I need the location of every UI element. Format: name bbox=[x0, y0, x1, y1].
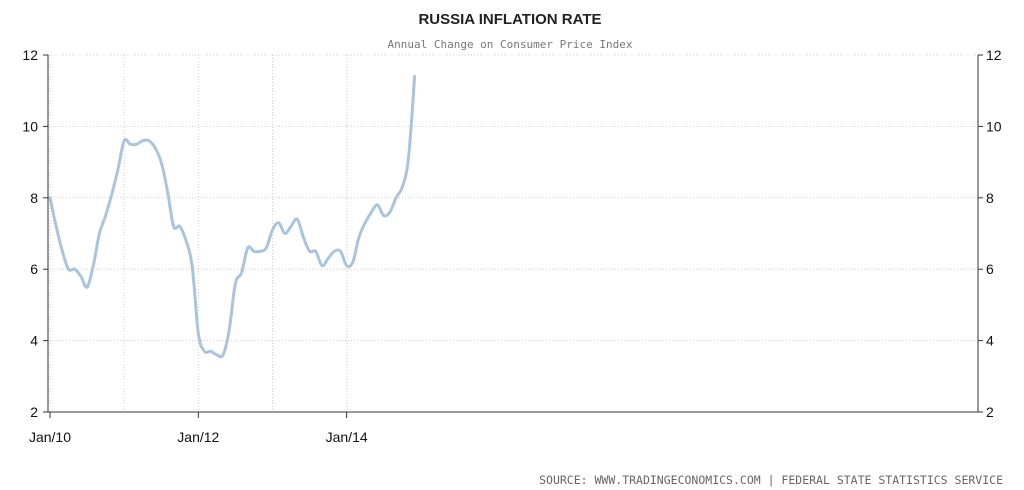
y-tick-label-left: 12 bbox=[22, 47, 38, 63]
y-tick-label-right: 6 bbox=[986, 261, 994, 277]
chart-title: RUSSIA INFLATION RATE bbox=[418, 11, 601, 28]
y-tick-label-right: 4 bbox=[986, 333, 994, 349]
y-tick-label-left: 8 bbox=[30, 190, 38, 206]
y-tick-label-right: 12 bbox=[986, 47, 1002, 63]
x-tick-label: Jan/12 bbox=[177, 429, 219, 445]
y-tick-label-left: 10 bbox=[22, 118, 38, 134]
source-note: SOURCE: WWW.TRADINGECONOMICS.COM | FEDER… bbox=[539, 473, 1003, 487]
y-tick-label-right: 10 bbox=[986, 118, 1002, 134]
tick-label-layer: 2 2 4 4 6 6 8 8 10 10 12 12 Jan/10 Jan/12 Jan/14 bbox=[22, 47, 1001, 445]
chart-subtitle: Annual Change on Consumer Price Index bbox=[387, 38, 632, 51]
grid-layer bbox=[48, 54, 978, 412]
y-tick-label-left: 6 bbox=[30, 261, 38, 277]
x-tick-label: Jan/14 bbox=[326, 429, 368, 445]
series-line bbox=[48, 74, 417, 359]
y-tick-label-left: 2 bbox=[30, 404, 38, 420]
y-tick-label-right: 2 bbox=[986, 404, 994, 420]
axis-layer bbox=[43, 54, 983, 418]
y-tick-label-right: 8 bbox=[986, 190, 994, 206]
x-tick-label: Jan/10 bbox=[29, 429, 71, 445]
series-layer bbox=[48, 74, 417, 359]
y-tick-label-left: 4 bbox=[30, 333, 38, 349]
